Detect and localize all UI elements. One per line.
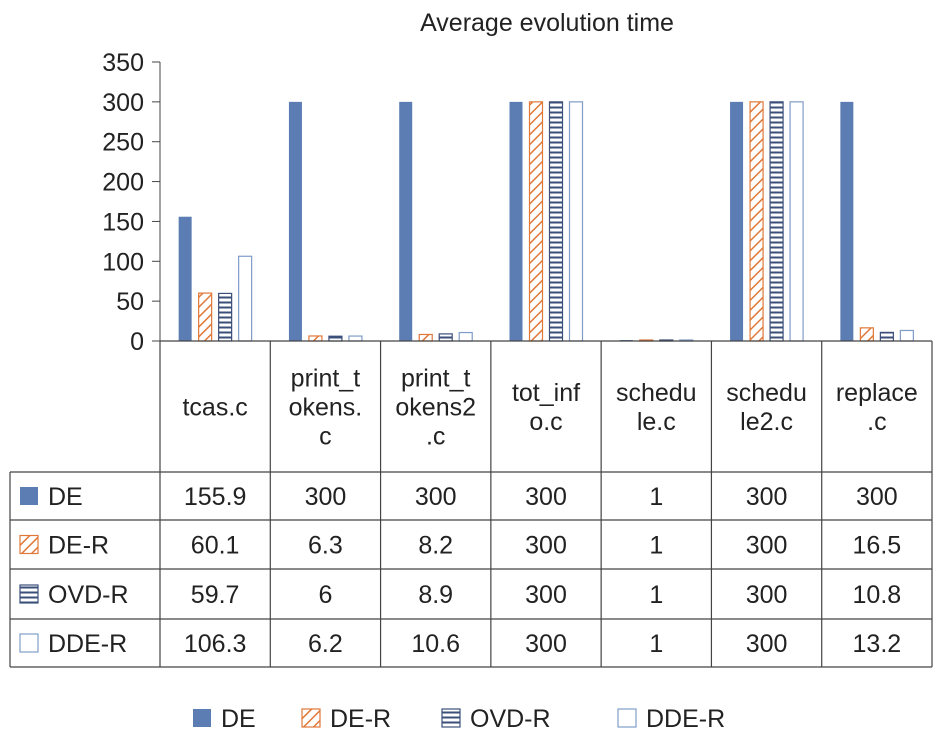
table-cell: 300 — [525, 581, 567, 609]
legend-key-dde-r — [617, 708, 637, 728]
table-cell: 8.9 — [418, 581, 453, 609]
y-tick-label: 150 — [102, 208, 144, 236]
legend-label-de: DE — [221, 705, 256, 733]
bar-dde-r-5 — [789, 101, 804, 342]
bar-ovd-r-1 — [328, 335, 343, 342]
table-cell: 16.5 — [853, 532, 902, 560]
y-tick-label: 200 — [102, 169, 144, 197]
bar-de-3 — [509, 101, 523, 341]
table-cell: 60.1 — [191, 532, 240, 560]
table-cell: 13.2 — [853, 630, 902, 658]
bar-ovd-r-2 — [438, 333, 453, 342]
table-cell: 1 — [649, 630, 663, 658]
bar-ovd-r-5 — [769, 101, 784, 342]
table-cell: 10.8 — [853, 581, 902, 609]
category-label: schedu — [726, 379, 807, 407]
category-label: print_t — [291, 365, 361, 393]
table-cell: 6 — [318, 581, 332, 609]
legend-key-ovd-r — [441, 708, 461, 728]
bar-de-r-2 — [418, 333, 433, 342]
bar-de-r-5 — [749, 101, 764, 342]
table-legend-key — [19, 633, 39, 653]
table-cell: 8.2 — [418, 532, 453, 560]
y-tick-label: 100 — [102, 248, 144, 276]
bars — [178, 101, 914, 342]
bar-ovd-r-0 — [218, 292, 233, 342]
table-cell: 300 — [525, 532, 567, 560]
table-cell: 300 — [856, 483, 898, 511]
table-cell: 300 — [415, 483, 457, 511]
category-label: replace — [836, 379, 918, 407]
table-cell: 300 — [746, 581, 788, 609]
legend-label-de-r: DE-R — [330, 705, 391, 733]
legend: DE DE-R OVD-R DDE-R — [193, 705, 725, 733]
bar-de-r-3 — [528, 101, 544, 342]
category-label: .c — [867, 408, 886, 436]
bar-dde-r-1 — [348, 335, 363, 342]
bar-de-6 — [840, 101, 854, 341]
bar-de-0 — [178, 216, 192, 341]
y-tick-label: 250 — [102, 129, 144, 157]
table-cell: 300 — [746, 630, 788, 658]
table-cell: 300 — [746, 483, 788, 511]
table-cell: 155.9 — [184, 483, 247, 511]
bar-dde-r-3 — [568, 101, 584, 342]
legend-label-ovd-r: OVD-R — [470, 705, 551, 733]
table-cell: 1 — [649, 581, 663, 609]
legend-key-de-r — [301, 708, 321, 728]
data-table: tcas.cprint_tokens.cprint_tokens2.ctot_i… — [9, 340, 933, 668]
table-series-name: DE-R — [48, 532, 109, 560]
category-label: le2.c — [740, 408, 793, 436]
category-label: c — [319, 423, 332, 451]
category-label: okens. — [289, 394, 363, 422]
bar-dde-r-2 — [458, 331, 473, 342]
bar-dde-r-0 — [238, 255, 253, 342]
y-tick-label: 350 — [102, 49, 144, 77]
table-cell: 106.3 — [184, 630, 247, 658]
table-cell: 300 — [525, 630, 567, 658]
table-cell: 300 — [525, 483, 567, 511]
bar-de-r-1 — [308, 335, 323, 342]
table-legend-key — [20, 487, 38, 505]
table-series-name: OVD-R — [48, 581, 129, 609]
chart-title: Average evolution time — [420, 9, 674, 37]
category-label: okens2 — [395, 394, 476, 422]
y-tick-label: 300 — [102, 89, 144, 117]
category-label: o.c — [529, 408, 562, 436]
y-axis: 0 50 100 150 200 250 300 350 — [102, 49, 161, 356]
category-label: schedu — [616, 379, 697, 407]
bar-ovd-r-3 — [548, 101, 564, 342]
category-label: tcas.c — [182, 394, 247, 422]
table-series-name: DE — [48, 483, 83, 511]
category-label: print_t — [401, 365, 471, 393]
bar-de-1 — [288, 101, 302, 341]
table-cell: 300 — [746, 532, 788, 560]
bar-de-2 — [399, 101, 413, 341]
category-label: le.c — [637, 408, 676, 436]
table-cell: 10.6 — [411, 630, 460, 658]
table-legend-key — [19, 534, 39, 555]
y-tick-label: 0 — [130, 328, 144, 356]
table-cell: 300 — [305, 483, 347, 511]
bar-de-5 — [730, 101, 744, 341]
category-label: .c — [426, 423, 445, 451]
bar-de-r-0 — [198, 292, 213, 342]
legend-label-dde-r: DDE-R — [646, 705, 725, 733]
table-cell: 6.3 — [308, 532, 343, 560]
table-cell: 1 — [649, 532, 663, 560]
table-series-name: DDE-R — [48, 630, 127, 658]
bar-de-r-6 — [859, 327, 874, 342]
table-legend-key — [19, 584, 39, 604]
legend-key-de — [193, 709, 211, 727]
table-cell: 1 — [649, 483, 663, 511]
table-cell: 6.2 — [308, 630, 343, 658]
bar-ovd-r-6 — [879, 331, 894, 342]
y-tick-label: 50 — [116, 288, 144, 316]
table-cell: 59.7 — [191, 581, 240, 609]
bar-dde-r-6 — [899, 329, 914, 342]
category-label: tot_inf — [512, 379, 580, 407]
